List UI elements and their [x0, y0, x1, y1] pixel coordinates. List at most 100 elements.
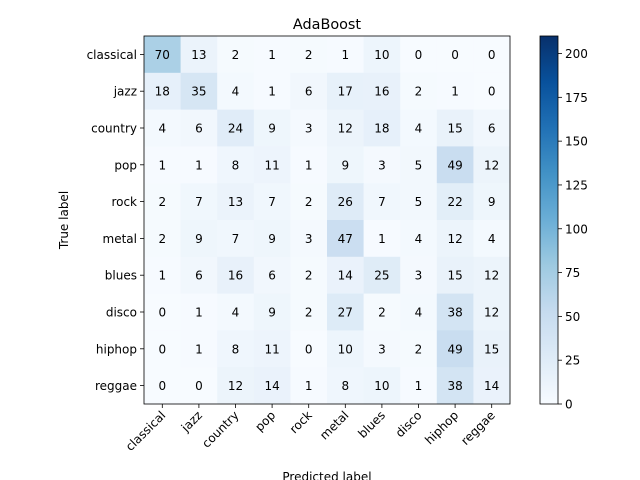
heatmap-cell [253, 183, 291, 221]
cell-value-label: 47 [338, 232, 353, 246]
heatmap-cell [217, 36, 255, 74]
cell-value-label: 12 [447, 232, 462, 246]
heatmap-cell [327, 330, 364, 368]
cell-value-label: 70 [155, 48, 170, 62]
cell-value-label: 4 [232, 85, 240, 99]
heatmap-cell [253, 109, 291, 147]
cell-value-label: 2 [305, 195, 313, 209]
heatmap-cell [327, 72, 364, 110]
y-tick-label: pop [114, 158, 137, 172]
heatmap-cell [290, 256, 328, 294]
cell-value-label: 8 [232, 342, 240, 356]
cell-value-label: 0 [488, 85, 496, 99]
heatmap-cell [217, 293, 255, 331]
heatmap-cell [144, 330, 181, 368]
cell-value-label: 5 [415, 195, 423, 209]
heatmap-cell [217, 72, 255, 110]
colorbar [539, 35, 559, 405]
heatmap-cell [180, 220, 218, 258]
heatmap-cell [436, 72, 474, 110]
heatmap-cell [290, 36, 328, 74]
cell-value-label: 16 [374, 85, 389, 99]
colorbar-tick-label: 50 [565, 310, 580, 324]
heatmap-cell [144, 109, 181, 147]
heatmap-cell [363, 183, 401, 221]
heatmap-cell [400, 220, 438, 258]
cell-value-label: 3 [305, 232, 313, 246]
colorbar-tick-label: 75 [565, 266, 580, 280]
heatmap-cell [290, 146, 328, 184]
cell-value-label: 13 [228, 195, 243, 209]
heatmap-cell [327, 220, 364, 258]
cell-value-label: 3 [415, 269, 423, 283]
heatmap-cell [400, 146, 438, 184]
cell-value-label: 9 [195, 232, 203, 246]
colorbar-tick-label: 150 [565, 135, 588, 149]
cell-value-label: 12 [484, 306, 499, 320]
heatmap-cell [436, 293, 474, 331]
y-tick-label: reggae [95, 379, 137, 393]
heatmap-cell [400, 72, 438, 110]
cell-value-label: 4 [232, 306, 240, 320]
y-tick-label: blues [105, 269, 137, 283]
cell-value-label: 5 [415, 158, 423, 172]
heatmap-cell [436, 330, 474, 368]
heatmap-cell [363, 293, 401, 331]
chart-title: AdaBoost [293, 17, 362, 33]
cell-value-label: 1 [158, 158, 166, 172]
heatmap-cell [436, 146, 474, 184]
heatmap-cell [363, 109, 401, 147]
cell-value-label: 6 [268, 269, 276, 283]
x-tick-label: blues [355, 408, 388, 441]
cell-value-label: 3 [378, 342, 386, 356]
cell-value-label: 15 [447, 269, 462, 283]
y-tick-label: metal [103, 232, 137, 246]
heatmap-cell [144, 293, 181, 331]
heatmap-cell [363, 36, 401, 74]
cell-value-label: 9 [268, 306, 276, 320]
cell-value-label: 9 [341, 158, 349, 172]
x-tick-label: classical [123, 408, 169, 454]
x-axis-label: Predicted label [282, 470, 371, 480]
heatmap-cell [290, 293, 328, 331]
cell-value-label: 12 [484, 158, 499, 172]
colorbar-tick-label: 25 [565, 354, 580, 368]
heatmap-cell [253, 146, 291, 184]
cell-value-label: 1 [378, 232, 386, 246]
cell-value-label: 18 [374, 122, 389, 136]
x-tick-label: rock [287, 408, 315, 436]
heatmap-cell [180, 36, 218, 74]
cell-value-label: 4 [415, 122, 423, 136]
cell-value-label: 13 [191, 48, 206, 62]
cell-value-label: 4 [488, 232, 496, 246]
heatmap-cell [144, 183, 181, 221]
heatmap-cell [400, 293, 438, 331]
heatmap-cell [363, 220, 401, 258]
x-tick-label: country [199, 408, 241, 450]
heatmap-cell [473, 330, 511, 368]
heatmap-cell [253, 72, 291, 110]
cell-value-label: 49 [447, 158, 462, 172]
y-tick-label: disco [106, 306, 137, 320]
heatmap-cell [363, 330, 401, 368]
cell-value-label: 8 [341, 379, 349, 393]
heatmap-cell [327, 146, 364, 184]
x-tick-label: disco [393, 408, 425, 440]
heatmap-cell [327, 367, 364, 405]
heatmap-cell [290, 220, 328, 258]
cell-value-label: 49 [447, 342, 462, 356]
heatmap-cells [144, 36, 511, 405]
cell-value-label: 0 [305, 342, 313, 356]
heatmap-cell [473, 256, 511, 294]
heatmap-cell [290, 330, 328, 368]
heatmap-cell [400, 183, 438, 221]
heatmap-cell [327, 293, 364, 331]
cell-value-label: 12 [338, 122, 353, 136]
cell-value-label: 1 [305, 379, 313, 393]
heatmap-cell [253, 367, 291, 405]
heatmap-cell [253, 220, 291, 258]
cell-value-label: 7 [268, 195, 276, 209]
cell-value-label: 6 [488, 122, 496, 136]
heatmap-cell [473, 36, 511, 74]
heatmap-cell [217, 109, 255, 147]
